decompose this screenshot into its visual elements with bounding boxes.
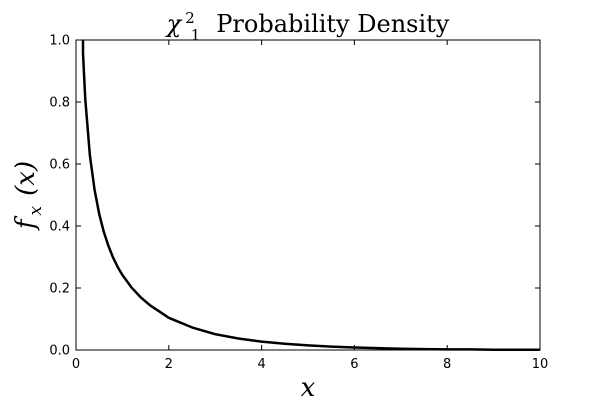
axis-tick-labels: 0 2 4 6 8 10 0.0 0.2 0.4 0.6 0.8 1.0 [49,34,548,373]
chart-title-subscript: 1 [191,26,201,44]
chart-title-superscript: 2 [185,9,195,27]
series-line-chi2-pdf [81,40,540,351]
y-axis-label-subscript: x [26,205,46,215]
y-tick-label: 1.0 [49,34,70,49]
x-tick-label: 10 [532,357,549,372]
y-tick-label: 0.2 [49,282,70,297]
chart-title: χ 2 1 Probability Density [165,9,450,44]
x-tick-label: 4 [257,357,265,372]
y-axis-label-arg: (x) [11,161,41,196]
chart-title-symbol: χ [165,10,183,38]
x-tick-label: 6 [350,357,358,372]
y-tick-label: 0.6 [49,158,70,173]
y-tick-label: 0.0 [49,344,70,359]
y-tick-label: 0.8 [49,96,70,111]
chart-title-text: Probability Density [216,10,450,38]
x-axis-label: x [301,373,316,400]
plot-area [75,39,541,351]
x-tick-label: 8 [443,357,451,372]
x-tick-label: 0 [72,357,80,372]
x-tick-label: 2 [165,357,173,372]
y-axis-label: f x (x) [11,161,46,231]
y-axis-label-symbol: f [11,215,41,231]
axis-ticks [75,39,541,351]
y-tick-label: 0.4 [49,220,70,235]
